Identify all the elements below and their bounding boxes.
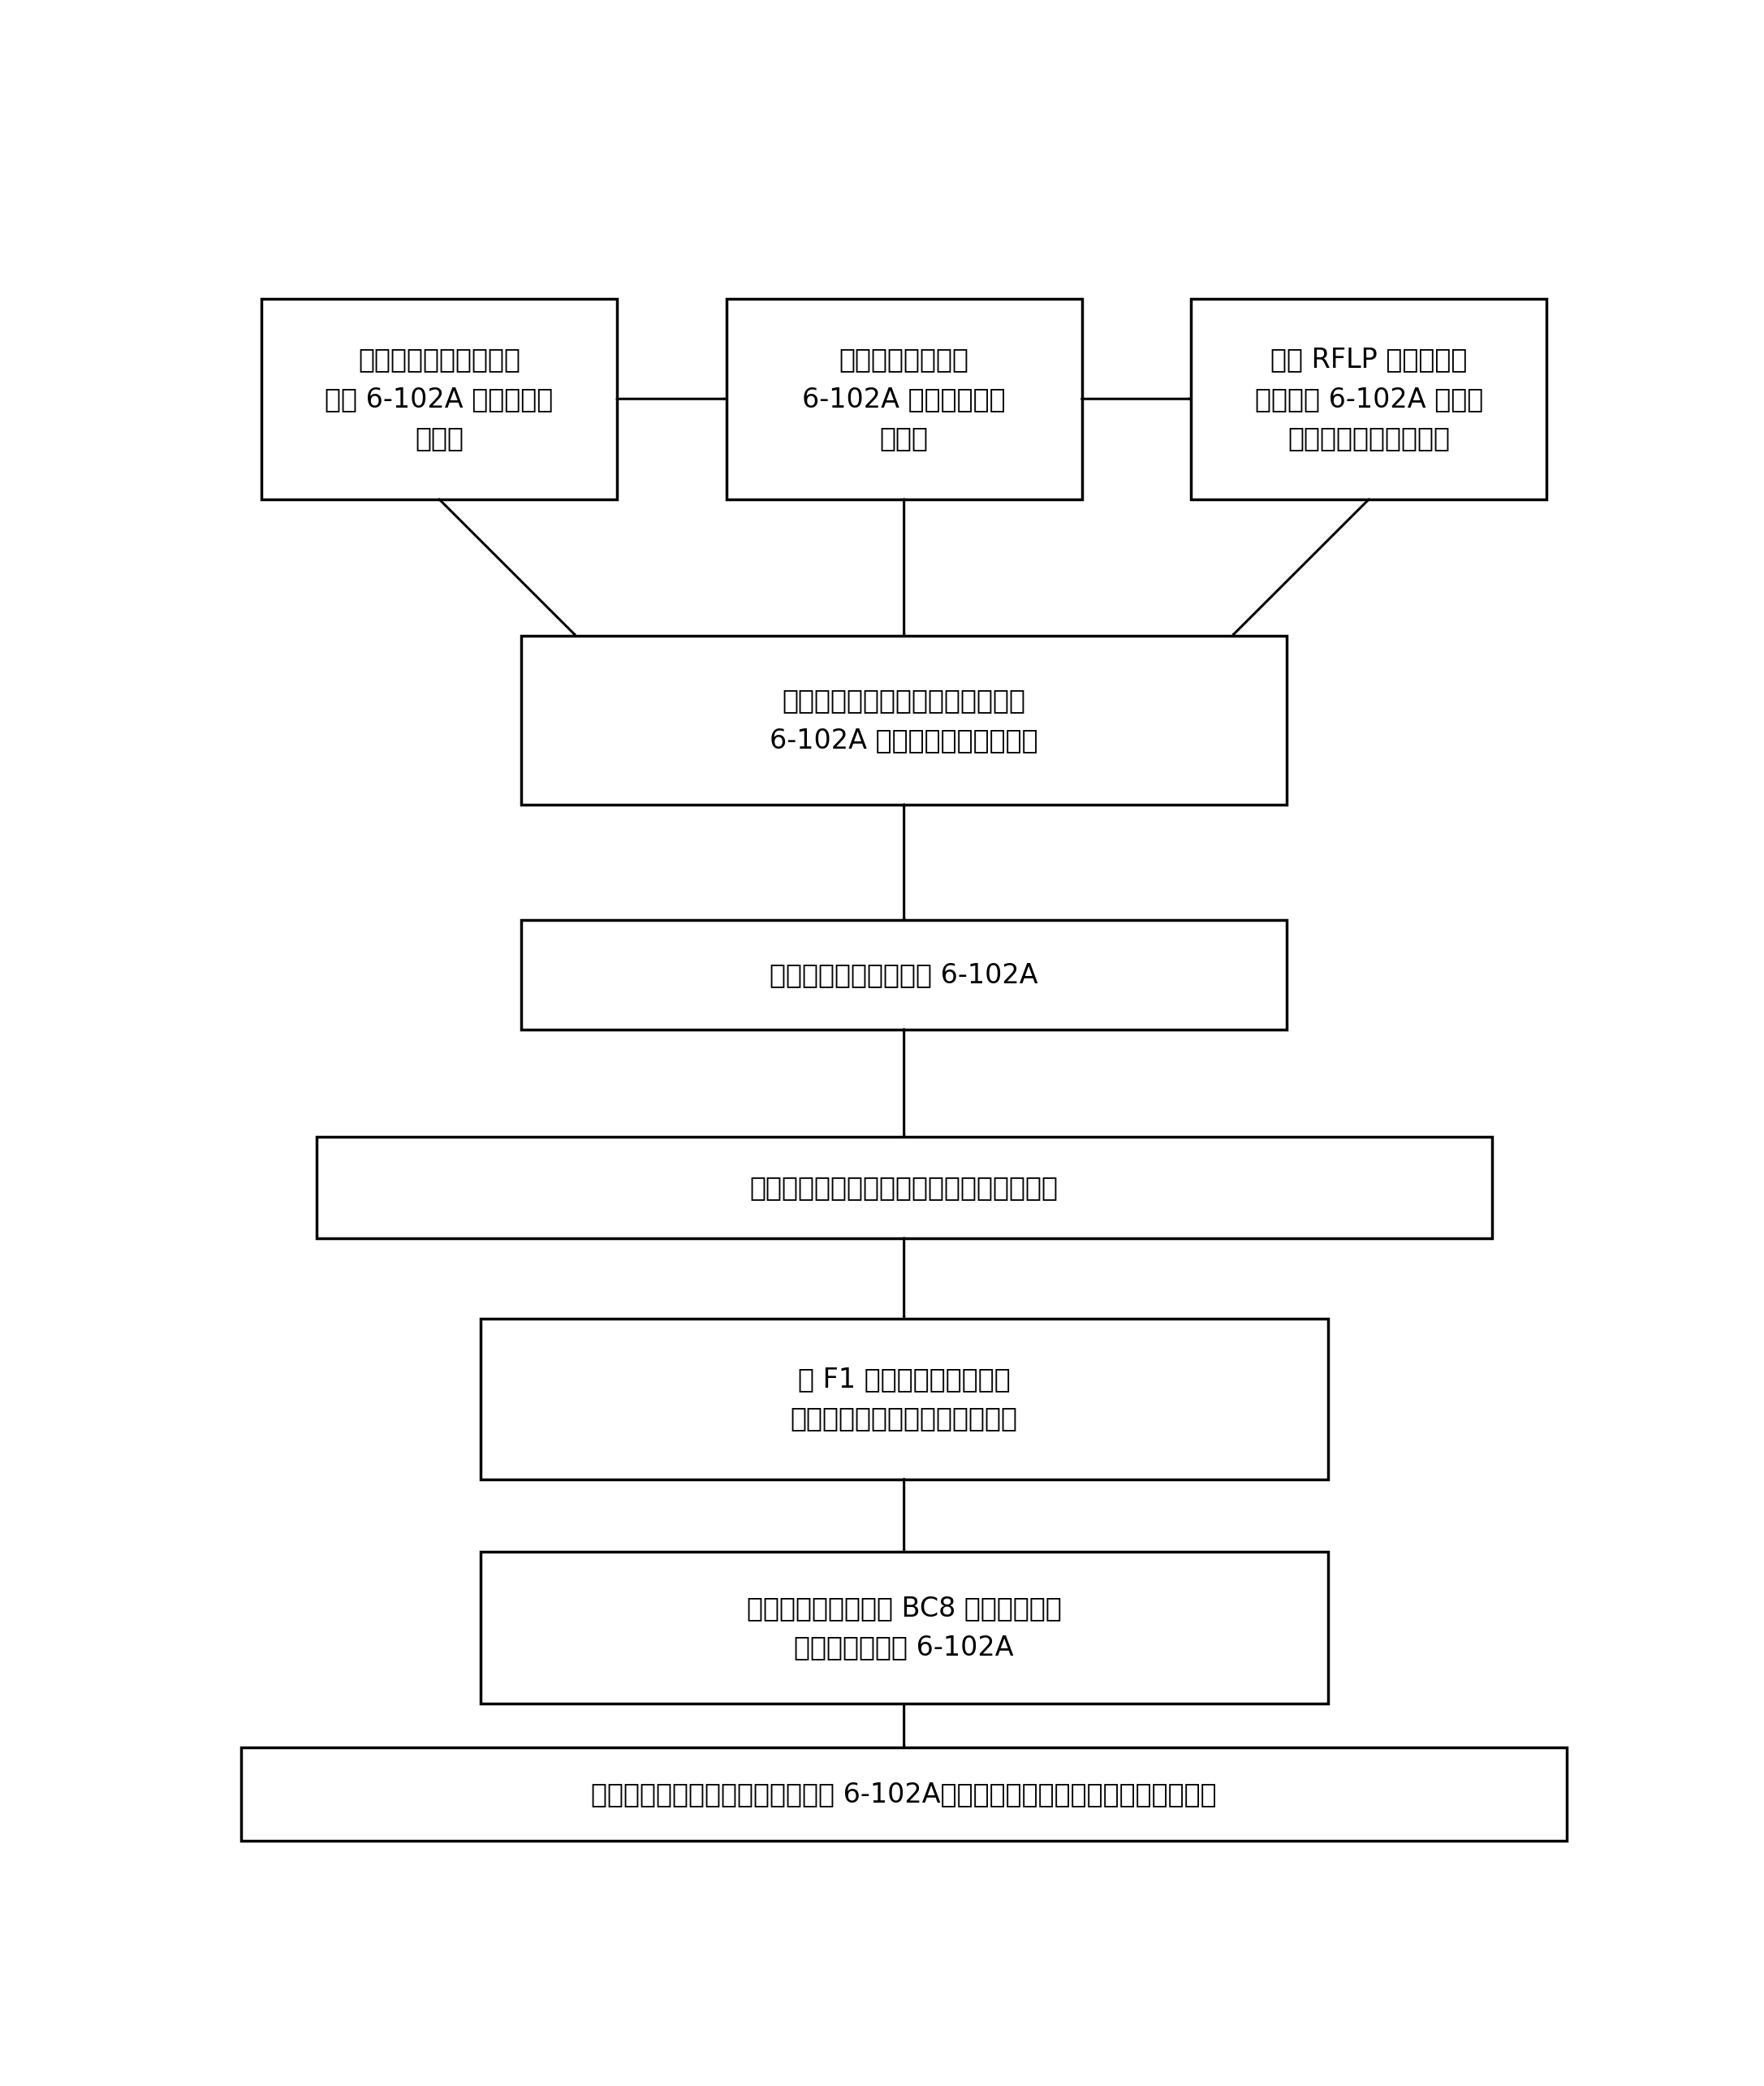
Bar xyxy=(242,1748,1566,1840)
Text: 利用普通遗传学测定不
育系 6-102A 的恢复与保
持关系: 利用普通遗传学测定不 育系 6-102A 的恢复与保 持关系 xyxy=(325,346,554,453)
Bar xyxy=(522,636,1288,805)
Text: 对 F1 代进行育性鉴定获得
芥菜型油菜细胞质雄性不育株系: 对 F1 代进行育性鉴定获得 芥菜型油菜细胞质雄性不育株系 xyxy=(790,1366,1018,1431)
Text: 选择天然野芥不育株和其对应的优良保持系: 选择天然野芥不育株和其对应的优良保持系 xyxy=(750,1174,1058,1202)
Text: 候选细胞质雄性不育系 6-102A: 候选细胞质雄性不育系 6-102A xyxy=(769,962,1039,989)
Bar xyxy=(1191,298,1547,499)
Bar xyxy=(261,298,617,499)
Bar xyxy=(480,1318,1328,1479)
Text: 确定芥菜型油菜细胞质雄性不育系
6-102A 为新的不育细胞质类型: 确定芥菜型油菜细胞质雄性不育系 6-102A 为新的不育细胞质类型 xyxy=(769,686,1039,753)
Text: 利用细胞切片确定
6-102A 的花药发育败
育时期: 利用细胞切片确定 6-102A 的花药发育败 育时期 xyxy=(803,346,1005,453)
Bar xyxy=(480,1552,1328,1704)
Bar xyxy=(522,920,1288,1028)
Bar xyxy=(727,298,1081,499)
Text: 利用 RFLP 分子标记检
测不育系 6-102A 的多态
性，分子标记辅助选育: 利用 RFLP 分子标记检 测不育系 6-102A 的多态 性，分子标记辅助选育 xyxy=(1254,346,1484,453)
Text: 繁殖芥菜型油菜细胞质雄性不育系 6-102A，得到生产可利用的细胞质雄性不育系: 繁殖芥菜型油菜细胞质雄性不育系 6-102A，得到生产可利用的细胞质雄性不育系 xyxy=(591,1781,1217,1806)
Text: 回交选育得到稳定的 BC8 芥菜型油菜细
胞质雄性不育系 6-102A: 回交选育得到稳定的 BC8 芥菜型油菜细 胞质雄性不育系 6-102A xyxy=(746,1594,1062,1660)
Bar xyxy=(316,1137,1492,1239)
